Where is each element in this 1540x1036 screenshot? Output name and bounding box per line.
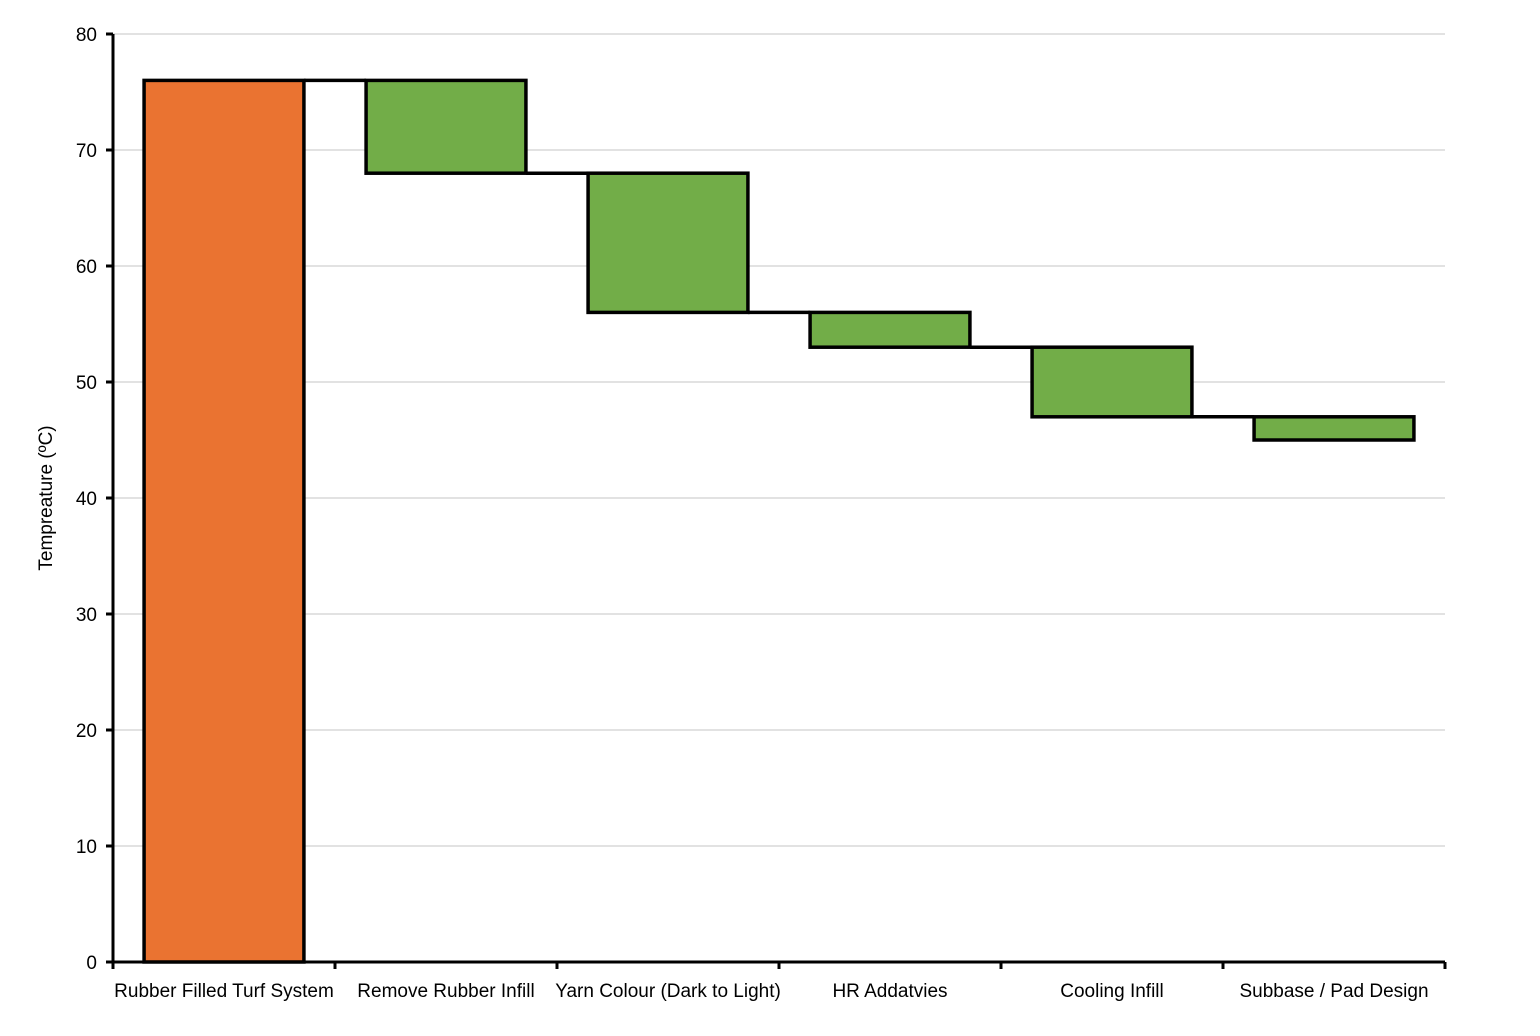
y-tick-labels: 0 10 20 30 40 50 60 70 80 — [76, 25, 113, 974]
y-tick-label: 50 — [76, 373, 97, 394]
x-tick-label: Remove Rubber Infill — [357, 981, 534, 1002]
bar-total — [142, 78, 306, 964]
x-tick-label: Rubber Filled Turf System — [114, 981, 334, 1002]
x-tick-label: Cooling Infill — [1060, 981, 1164, 1002]
bar-decrease — [808, 310, 972, 349]
x-tick-labels: Rubber Filled Turf System Remove Rubber I… — [111, 962, 1447, 1002]
x-tick-label: Yarn Colour (Dark to Light) — [555, 981, 781, 1002]
bar-decrease — [586, 171, 750, 315]
x-tick-label: HR Addatvies — [832, 981, 947, 1002]
y-tick-label: 70 — [76, 141, 97, 162]
bar-decrease — [1252, 415, 1416, 442]
bar-decrease — [364, 78, 528, 175]
connector-lines — [303, 78, 1255, 419]
gridlines — [113, 33, 1445, 847]
y-tick-label: 30 — [76, 605, 97, 626]
y-axis-title: Tempreature (ºC) — [36, 425, 57, 570]
x-tick-label: Subbase / Pad Design — [1239, 981, 1428, 1002]
y-tick-label: 40 — [76, 489, 97, 510]
bar-decrease — [1030, 345, 1194, 419]
y-tick-label: 80 — [76, 25, 97, 46]
y-tick-label: 10 — [76, 837, 97, 858]
y-tick-label: 60 — [76, 257, 97, 278]
bars — [142, 78, 1416, 964]
y-tick-label: 20 — [76, 721, 97, 742]
y-tick-label: 0 — [86, 953, 97, 974]
